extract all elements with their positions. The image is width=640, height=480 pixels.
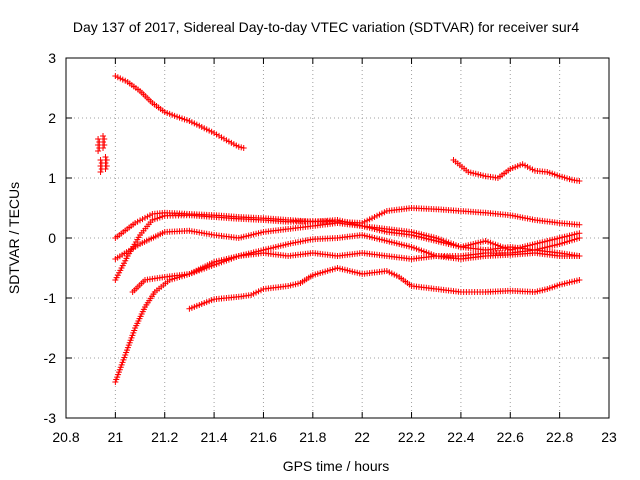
x-tick-label: 22.2 [398,429,425,445]
y-tick-label: -1 [44,290,57,306]
data-point-sat-a [102,160,109,166]
x-tick-label: 21.6 [250,429,277,445]
data-point-sat-b [240,145,247,151]
x-tick-label: 20.8 [52,429,79,445]
data-point-sat-e [576,221,583,228]
data-point-sat-h [576,253,583,259]
data-marks [95,73,583,385]
chart-title: Day 137 of 2017, Sidereal Day-to-day VTE… [73,19,579,35]
data-point-sat-a [97,169,104,175]
y-tick-label: 1 [48,170,56,186]
x-tick-label: 22.8 [546,429,573,445]
x-axis-label: GPS time / hours [283,458,390,474]
y-tick-label: 0 [48,230,56,246]
data-point-sat-a [97,163,104,169]
y-tick-label: 2 [48,110,56,126]
x-tick-label: 22.6 [497,429,524,445]
x-tick-label: 22.4 [447,429,474,445]
x-tick-label: 21.4 [200,429,227,445]
data-point-sat-g [576,235,583,241]
data-point-sat-a [103,157,110,163]
data-point-sat-a [103,163,110,169]
y-axis-label: SDTVAR / TECUs [6,182,22,294]
data-point-sat-a [95,148,102,154]
x-tick-label: 21 [108,429,124,445]
data-point-sat-a [101,142,108,148]
data-point-sat-a [102,154,109,160]
y-tick-label: -3 [44,410,57,426]
data-point-sat-a [101,136,108,142]
data-point-sat-a [100,139,107,145]
data-point-sat-c [576,178,583,184]
data-point-sat-a [100,145,107,151]
x-tick-label: 22 [354,429,370,445]
data-point-sat-a [102,166,109,172]
data-point-sat-a [97,157,104,163]
y-tick-label: 3 [48,50,56,66]
y-tick-label: -2 [44,350,57,366]
data-point-sat-a [100,133,107,139]
x-tick-label: 23 [601,429,617,445]
x-tick-label: 21.2 [151,429,178,445]
data-point-sat-i [576,277,583,283]
x-tick-label: 21.8 [299,429,326,445]
data-point-sat-a [95,142,102,148]
axis-ticks [65,57,610,419]
data-point-sat-a [95,136,102,142]
